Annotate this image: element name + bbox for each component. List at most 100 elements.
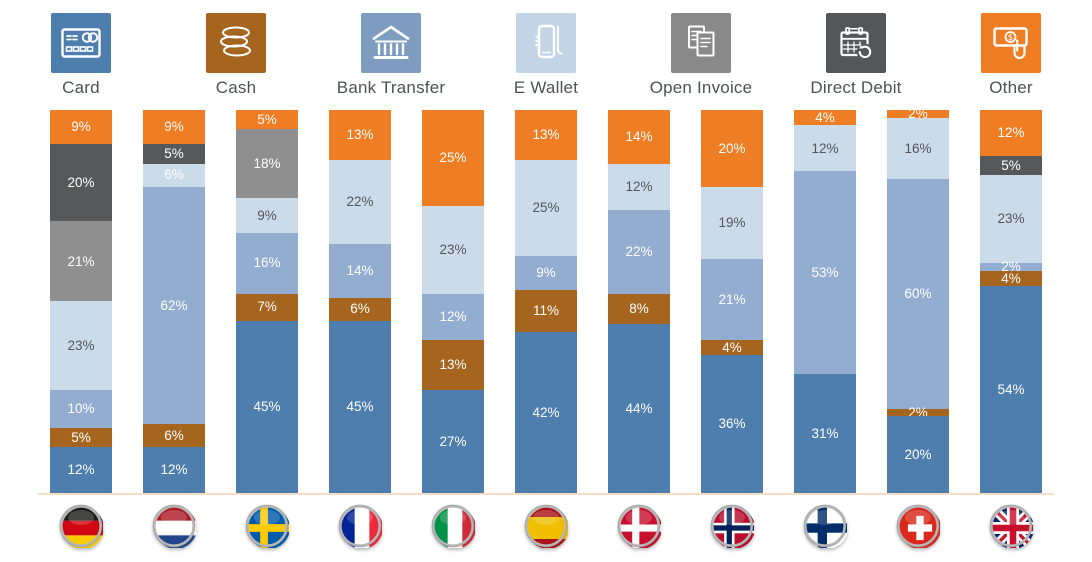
segment-value-label: 45% [253, 399, 281, 415]
bar-segment-e_wallet: 9% [236, 198, 298, 233]
bar-segment-other: 9% [50, 110, 112, 145]
segment-value-label: 7% [257, 299, 277, 315]
segment-value-label: 12% [625, 178, 653, 194]
flag-it [431, 504, 475, 548]
country-flag-switzerland [896, 504, 940, 553]
country-flag-united-kingdom [989, 504, 1033, 553]
segment-value-label: 11% [532, 303, 560, 319]
method-bank_transfer: Bank Transfer [332, 13, 450, 98]
segment-value-label: 16% [904, 140, 932, 156]
method-open_invoice: Open Invoice [642, 13, 760, 98]
method-label: Cash [215, 78, 257, 97]
segment-value-label: 2% [908, 106, 928, 122]
country-bar-finland: 4% 12% 53% 31% [794, 110, 856, 493]
open-invoice-icon [671, 13, 731, 73]
flag-de [59, 504, 103, 548]
bar-segment-card: 20% [887, 416, 949, 493]
country-flag-italy [431, 504, 475, 553]
flag-fi [803, 504, 847, 548]
segment-value-label: 23% [439, 242, 467, 258]
country-flag-spain [524, 504, 568, 553]
bar-segment-e_wallet: 23% [980, 175, 1042, 264]
flag-ch [896, 504, 940, 548]
segment-value-label: 12% [160, 462, 188, 478]
segment-value-label: 23% [997, 211, 1025, 227]
bar-segment-other: 12% [980, 110, 1042, 156]
bar-segment-e_wallet: 6% [143, 163, 205, 187]
bar-segment-direct_debit: 20% [50, 144, 112, 222]
segment-value-label: 18% [253, 155, 281, 171]
segment-value-label: 25% [532, 199, 560, 215]
flag-se [245, 504, 289, 548]
country-bar-spain: 13% 25% 9% 11% 42% [515, 110, 577, 493]
country-bar-germany: 9% 20% 21% 23% 10% 5% 12% [50, 110, 112, 493]
country-bar-norway: 20% 19% 21% 4% 36% [701, 110, 763, 493]
method-card: Card [22, 13, 140, 98]
segment-value-label: 21% [67, 253, 95, 269]
segment-value-label: 5% [257, 111, 277, 127]
e-wallet-icon [516, 13, 576, 73]
direct-debit-icon [826, 13, 886, 73]
segment-value-label: 20% [718, 140, 746, 156]
bar-segment-other: 13% [515, 110, 577, 160]
bar-segment-card: 12% [50, 447, 112, 493]
segment-value-label: 22% [346, 194, 374, 210]
country-bar-switzerland: 2% 16% 60% 2% 20% [887, 106, 949, 493]
bar-segment-direct_debit: 5% [143, 144, 205, 164]
segment-value-label: 19% [718, 215, 746, 231]
country-bar-united-kingdom: 12% 5% 23% 2% 4% 54% [980, 110, 1042, 493]
other-icon [981, 13, 1041, 73]
country-flag-finland [803, 504, 847, 553]
segment-value-label: 20% [904, 446, 932, 462]
card-icon [51, 13, 111, 73]
method-e_wallet: E Wallet [487, 13, 605, 98]
method-other: Other [952, 13, 1070, 98]
bar-segment-open_invoice: 18% [236, 129, 298, 199]
bar-segment-open_invoice: 21% [50, 221, 112, 302]
bar-segment-cash: 8% [608, 293, 670, 325]
bar-segment-bank_transfer: 62% [143, 186, 205, 425]
flag-dk [617, 504, 661, 548]
segment-value-label: 9% [164, 119, 184, 135]
segment-value-label: 8% [629, 301, 649, 317]
bar-segment-bank_transfer: 14% [329, 244, 391, 298]
segment-value-label: 23% [67, 337, 95, 353]
segment-value-label: 27% [439, 433, 467, 449]
segment-value-label: 6% [164, 427, 184, 443]
segment-value-label: 9% [536, 265, 556, 281]
segment-value-label: 12% [439, 309, 467, 325]
segment-value-label: 22% [625, 243, 653, 259]
bar-segment-cash: 7% [236, 293, 298, 321]
bar-segment-bank_transfer: 22% [608, 209, 670, 294]
chart-baseline [38, 493, 1054, 495]
bar-segment-e_wallet: 22% [329, 159, 391, 245]
bar-segment-other: 14% [608, 110, 670, 164]
bar-segment-e_wallet: 23% [422, 205, 484, 294]
bar-segment-other: 13% [329, 110, 391, 160]
segment-value-label: 13% [532, 127, 560, 143]
stacked-bars-area: 9% 20% 21% 23% 10% 5% 12% 9% 5% 6% 62% 6% 12% 5% 18% 9%… [0, 106, 1092, 493]
segment-value-label: 60% [904, 286, 932, 302]
country-bar-netherlands: 9% 5% 6% 62% 6% 12% [143, 110, 205, 493]
bar-segment-card: 45% [236, 320, 298, 493]
segment-value-label: 5% [164, 146, 184, 162]
segment-value-label: 14% [625, 129, 653, 145]
segment-value-label: 21% [718, 291, 746, 307]
segment-value-label: 2% [908, 404, 928, 420]
bar-segment-other: 4% [794, 110, 856, 126]
segment-value-label: 62% [160, 297, 188, 313]
segment-value-label: 10% [67, 400, 95, 416]
flag-nl [152, 504, 196, 548]
method-label: Bank Transfer [336, 78, 446, 97]
segment-value-label: 45% [346, 399, 374, 415]
bar-segment-cash: 13% [422, 339, 484, 390]
payment-method-legend: Card Cash Bank Transfer E Wallet Open Invoic… [0, 0, 1092, 98]
bar-segment-card: 54% [980, 286, 1042, 493]
bar-segment-e_wallet: 23% [50, 301, 112, 390]
country-flag-sweden [245, 504, 289, 553]
segment-value-label: 6% [350, 301, 370, 317]
bar-segment-cash: 2% [887, 404, 949, 420]
cash-icon [206, 13, 266, 73]
segment-value-label: 12% [67, 462, 95, 478]
bar-segment-e_wallet: 16% [887, 117, 949, 179]
